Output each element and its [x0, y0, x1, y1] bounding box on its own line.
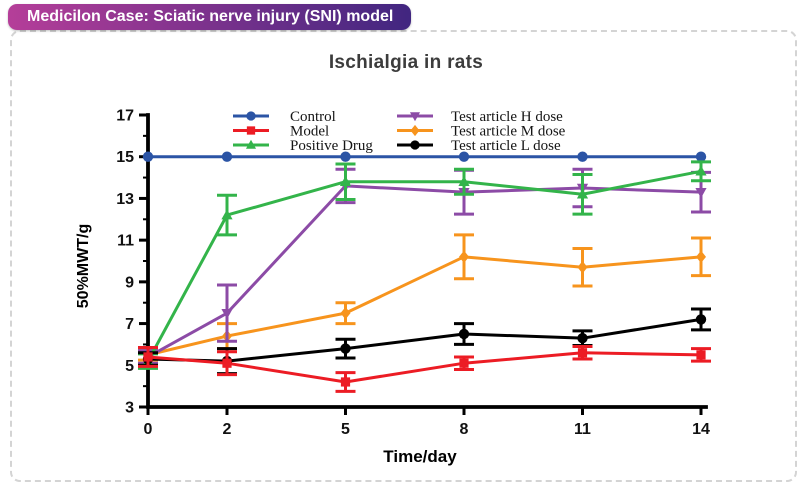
legend-label: Model — [290, 124, 329, 140]
legend-label: Test article M dose — [451, 124, 566, 140]
chart-title: Ischialgia in rats — [328, 52, 484, 73]
legend-item-test-article-l-dose: Test article L dose — [397, 138, 561, 154]
x-tick-label: 0 — [144, 421, 153, 438]
y-tick-label: 7 — [125, 316, 134, 333]
legend-item-positive-drug: Positive Drug — [233, 138, 373, 154]
y-tick-label: 15 — [116, 149, 134, 166]
y-tick-label: 17 — [116, 108, 134, 125]
legend-item-model: Model — [233, 124, 329, 140]
x-tick-label: 5 — [341, 421, 350, 438]
x-tick-label: 14 — [692, 421, 710, 438]
y-tick-label: 11 — [117, 233, 134, 250]
legend-item-control: Control — [233, 109, 336, 125]
x-tick-label: 8 — [460, 421, 469, 438]
x-tick-label: 2 — [223, 421, 232, 438]
series-control — [142, 151, 707, 162]
legend-item-test-article-m-dose: Test article M dose — [397, 124, 566, 140]
series-test-article-l-dose — [138, 307, 711, 376]
y-tick-label: 13 — [116, 191, 134, 208]
case-badge-label: Medicilon Case: Sciatic nerve injury (SN… — [27, 8, 394, 25]
legend-item-test-article-h-dose: Test article H dose — [397, 109, 563, 125]
axes: 3 5 7 9 11 13 15 17 0 2 5 8 11 14 — [116, 108, 710, 439]
y-tick-label: 5 — [125, 358, 134, 375]
series-model — [138, 345, 711, 393]
legend-label: Test article H dose — [451, 109, 563, 125]
x-tick-label: 11 — [574, 421, 591, 438]
legend-label: Test article L dose — [451, 138, 561, 154]
y-tick-label: 9 — [125, 274, 134, 291]
case-badge: Medicilon Case: Sciatic nerve injury (SN… — [8, 4, 412, 30]
legend-label: Control — [290, 109, 336, 125]
legend-label: Positive Drug — [290, 138, 373, 154]
x-axis-label: Time/day — [383, 447, 457, 466]
y-tick-label: 3 — [125, 400, 134, 417]
